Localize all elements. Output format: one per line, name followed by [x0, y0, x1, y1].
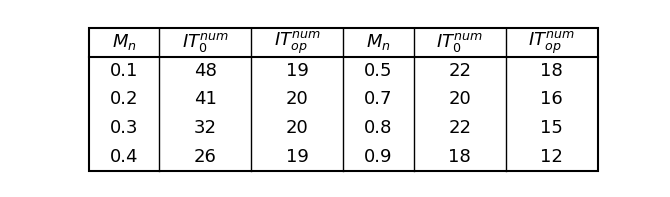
Text: $IT_0^{num}$: $IT_0^{num}$: [182, 31, 229, 54]
Text: 0.5: 0.5: [364, 62, 393, 80]
Text: 12: 12: [541, 148, 563, 165]
Text: 0.4: 0.4: [110, 148, 139, 165]
Text: 20: 20: [286, 119, 309, 137]
Text: 32: 32: [194, 119, 217, 137]
Text: $IT_{op}^{num}$: $IT_{op}^{num}$: [274, 29, 321, 56]
Text: $M_n$: $M_n$: [112, 33, 137, 52]
Text: 22: 22: [448, 62, 471, 80]
Text: 22: 22: [448, 119, 471, 137]
Text: 0.9: 0.9: [364, 148, 393, 165]
Text: 0.7: 0.7: [364, 90, 393, 109]
Text: 41: 41: [194, 90, 217, 109]
Text: 18: 18: [448, 148, 471, 165]
Text: $IT_{op}^{num}$: $IT_{op}^{num}$: [529, 29, 576, 56]
Text: 18: 18: [541, 62, 563, 80]
Text: 26: 26: [194, 148, 217, 165]
Text: 48: 48: [194, 62, 217, 80]
Text: $M_n$: $M_n$: [366, 33, 391, 52]
Text: 20: 20: [448, 90, 471, 109]
Text: 0.3: 0.3: [110, 119, 139, 137]
Text: 0.8: 0.8: [364, 119, 393, 137]
Text: $IT_0^{num}$: $IT_0^{num}$: [436, 31, 483, 54]
Text: 15: 15: [541, 119, 563, 137]
Text: 16: 16: [541, 90, 563, 109]
Text: 20: 20: [286, 90, 309, 109]
Text: 19: 19: [286, 62, 309, 80]
Text: 19: 19: [286, 148, 309, 165]
Text: 0.1: 0.1: [110, 62, 138, 80]
Text: 0.2: 0.2: [110, 90, 139, 109]
